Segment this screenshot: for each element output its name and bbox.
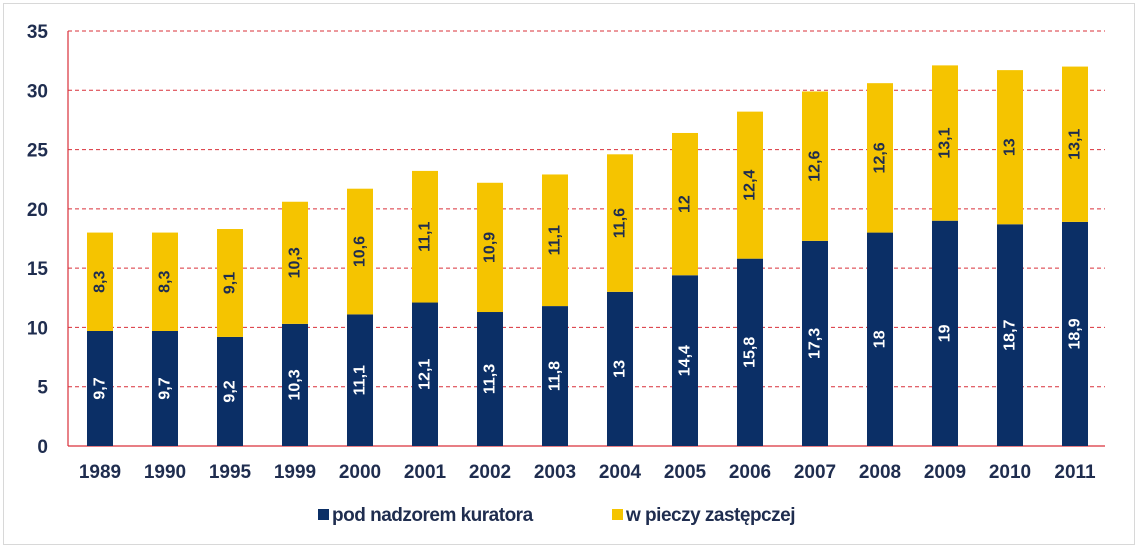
bar-segment-kurator	[87, 330, 113, 446]
bar-segment-kurator	[737, 258, 763, 446]
legend-swatch	[612, 509, 623, 520]
legend-label: pod nadzorem kuratora	[332, 505, 534, 526]
data-label: 10,9	[482, 232, 499, 263]
y-tick-label: 30	[27, 81, 48, 102]
bar-segment-kurator	[672, 275, 698, 446]
bar-segment-kurator	[347, 314, 373, 446]
bar-segment-piecza	[802, 91, 828, 241]
bar-segment-piecza	[542, 174, 568, 307]
x-tick-label: 1989	[79, 462, 121, 483]
bar-segment-piecza	[737, 111, 763, 259]
legend-label: w pieczy zastępczej	[625, 505, 795, 526]
bar-segment-kurator	[607, 291, 633, 446]
bar-segment-piecza	[672, 132, 698, 276]
data-label: 14,4	[677, 345, 694, 376]
bar-segment-piecza	[867, 83, 893, 233]
bar-segment-piecza	[217, 229, 243, 337]
bar-segment-piecza	[412, 170, 438, 303]
data-label: 8,3	[157, 271, 174, 293]
data-label: 13,1	[937, 127, 954, 158]
x-tick-label: 2006	[729, 462, 771, 483]
data-label: 13	[612, 360, 629, 378]
bar-segment-kurator	[867, 232, 893, 446]
data-label: 11,1	[352, 365, 369, 395]
bar-segment-kurator	[1062, 221, 1088, 446]
data-label: 12,6	[872, 142, 889, 173]
data-label: 18,7	[1002, 319, 1019, 350]
bar-segment-piecza	[87, 232, 113, 331]
data-label: 19	[937, 324, 954, 342]
data-label: 8,3	[92, 271, 109, 293]
bar-segment-kurator	[282, 323, 308, 446]
y-tick-label: 5	[37, 378, 48, 399]
y-tick-label: 10	[27, 318, 48, 339]
bar-segment-kurator	[932, 220, 958, 446]
x-tick-label: 2003	[534, 462, 576, 483]
data-label: 11,1	[417, 221, 434, 251]
data-label: 9,7	[157, 377, 174, 399]
legend-swatch	[318, 509, 329, 520]
data-label: 17,3	[807, 328, 824, 359]
x-tick-label: 2007	[794, 462, 836, 483]
data-label: 10,3	[287, 247, 304, 278]
data-label: 10,3	[287, 369, 304, 400]
bar-segment-kurator	[477, 312, 503, 446]
bar-segment-piecza	[477, 182, 503, 313]
data-label: 15,8	[742, 337, 759, 368]
data-label: 9,7	[92, 377, 109, 399]
x-tick-label: 2004	[599, 462, 642, 483]
data-label: 9,2	[222, 380, 239, 402]
y-tick-label: 20	[27, 200, 48, 221]
x-tick-label: 2001	[404, 462, 447, 483]
x-tick-label: 2009	[924, 462, 966, 483]
data-label: 18	[872, 330, 889, 348]
data-label: 12,4	[742, 169, 759, 200]
data-label: 13	[1002, 138, 1019, 156]
data-label: 11,6	[612, 208, 629, 238]
y-tick-label: 0	[37, 437, 48, 458]
data-label: 9,1	[222, 272, 239, 294]
y-tick-label: 25	[27, 141, 49, 162]
x-tick-label: 2008	[859, 462, 901, 483]
data-label: 12,1	[417, 359, 434, 390]
bar-segment-piecza	[152, 232, 178, 331]
data-label: 12,6	[807, 150, 824, 181]
x-tick-label: 2000	[339, 462, 381, 483]
data-label: 13,1	[1067, 129, 1084, 160]
x-tick-label: 1990	[144, 462, 186, 483]
bar-segment-piecza	[932, 65, 958, 221]
x-tick-label: 2005	[664, 462, 707, 483]
bar-segment-piecza	[607, 154, 633, 292]
bar-segment-piecza	[347, 188, 373, 315]
bar-segment-piecza	[282, 201, 308, 324]
bar-segment-kurator	[802, 240, 828, 446]
data-label: 11,3	[482, 364, 499, 394]
x-tick-label: 2010	[989, 462, 1031, 483]
bar-segment-kurator	[152, 330, 178, 446]
x-tick-label: 2002	[469, 462, 511, 483]
x-tick-label: 2011	[1054, 462, 1096, 483]
bar-segment-kurator	[412, 302, 438, 446]
data-label: 18,9	[1067, 318, 1084, 349]
data-label: 10,6	[352, 236, 369, 267]
bar-segment-kurator	[997, 224, 1023, 446]
x-tick-label: 1999	[274, 462, 316, 483]
bar-segment-piecza	[997, 70, 1023, 225]
data-label: 11,1	[547, 225, 564, 255]
data-label: 12	[677, 195, 694, 213]
y-tick-label: 35	[27, 22, 49, 43]
bar-segment-kurator	[542, 306, 568, 446]
x-tick-label: 1995	[209, 462, 252, 483]
y-tick-label: 15	[27, 259, 49, 280]
bar-segment-kurator	[217, 336, 243, 446]
data-label: 11,8	[547, 361, 564, 391]
bar-segment-piecza	[1062, 66, 1088, 222]
